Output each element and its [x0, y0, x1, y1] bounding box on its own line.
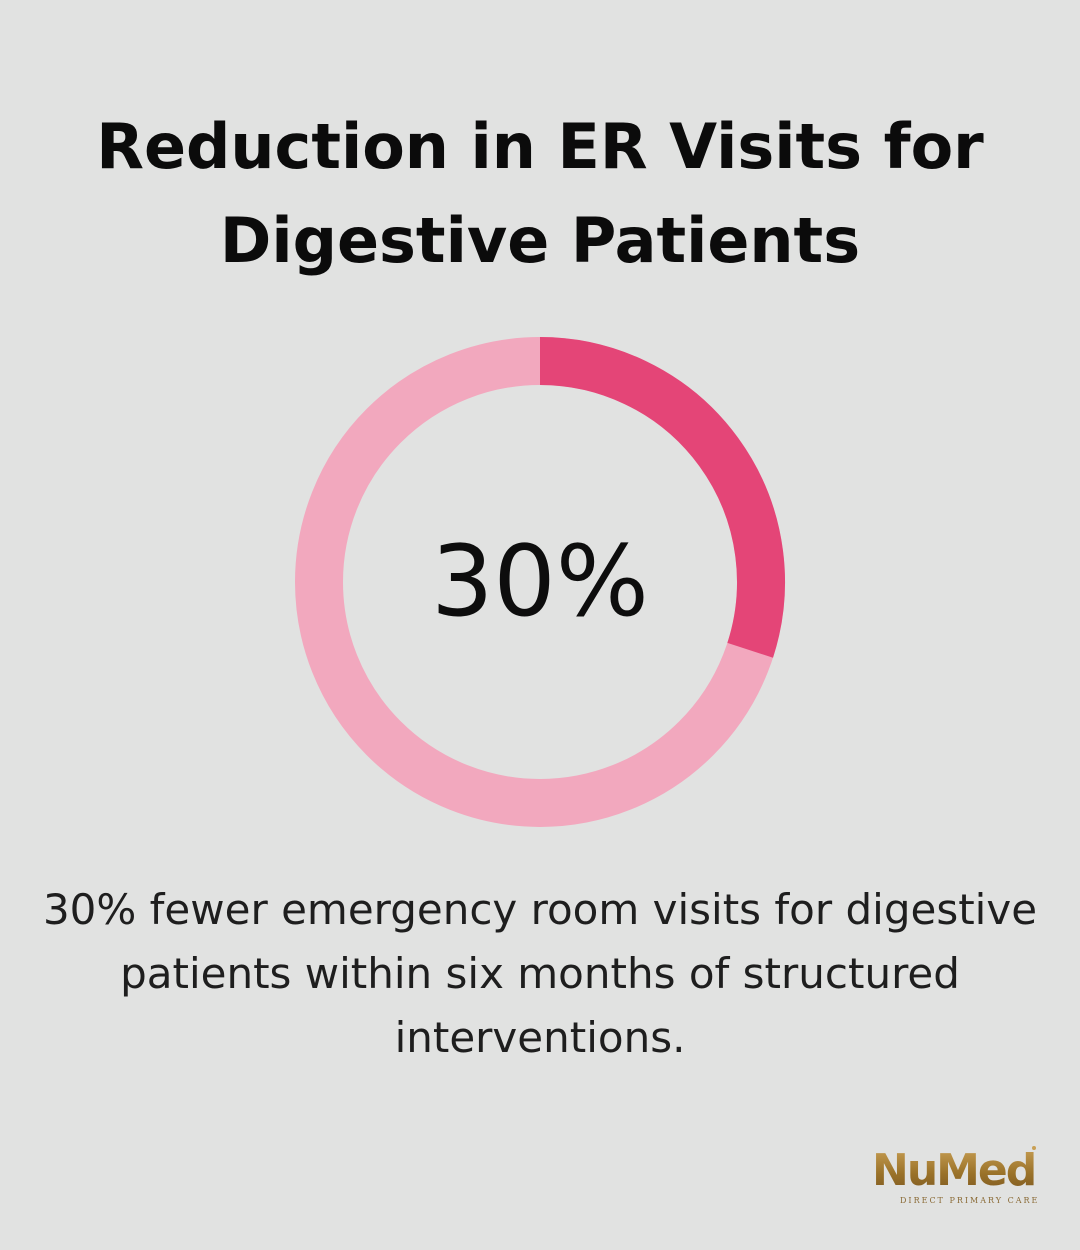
logo-tagline: DIRECT PRIMARY CARE	[900, 1196, 1040, 1205]
caption-line-1: 30% fewer emergency room visits for dige…	[42, 885, 1038, 934]
numed-logo: NuMed DIRECT PRIMARY CARE	[872, 1146, 1042, 1212]
title-line-1: Reduction in ER Visits for	[96, 110, 984, 183]
caption: 30% fewer emergency room visits for dige…	[30, 878, 1050, 1070]
donut-value-arc	[539, 337, 785, 658]
title-line-2: Digestive Patients	[219, 204, 861, 277]
caption-line-2: patients within six months of structured	[120, 949, 960, 998]
logo-dot	[1032, 1146, 1036, 1150]
caption-line-3: interventions.	[394, 1013, 686, 1062]
logo-wordmark: NuMed	[872, 1145, 1037, 1196]
donut-center-label: 30%	[431, 525, 649, 639]
page-title: Reduction in ER Visits for Digestive Pat…	[40, 100, 1040, 288]
